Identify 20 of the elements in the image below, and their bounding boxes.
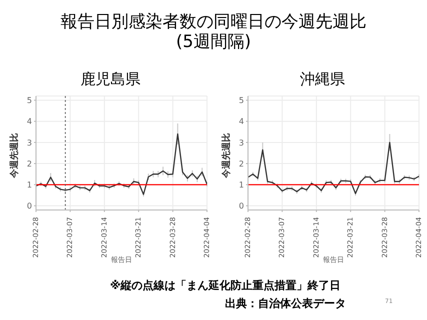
- y-tick-label: 5: [26, 96, 32, 106]
- y-axis-title: 今週先週比: [221, 133, 232, 179]
- source-note: 出典：自治体公表データ: [225, 296, 346, 311]
- y-tick-label: 1: [238, 180, 244, 190]
- y-tick-label: 4: [238, 117, 244, 126]
- y-tick-label: 0: [26, 202, 32, 211]
- y-tick-label: 2: [26, 159, 32, 168]
- y-tick-label: 4: [26, 117, 32, 126]
- y-tick-label: 1: [26, 180, 32, 190]
- y-tick-label: 5: [238, 96, 244, 106]
- text: 報告日別感染者数の同曜日の今週先週比: [60, 12, 368, 32]
- y-tick-label: 2: [238, 159, 244, 168]
- y-tick-label: 3: [26, 138, 32, 148]
- text: (5週間隔): [174, 32, 252, 52]
- chart-title: 沖縄県: [299, 70, 346, 90]
- text: ※縦の点線は「まん延化防止重点措置」終了日: [110, 278, 341, 293]
- y-tick-label: 0: [238, 202, 244, 211]
- chart-title: 鹿児島県: [80, 70, 142, 90]
- y-tick-label: 3: [238, 138, 244, 148]
- y-axis-title: 今週先週比: [9, 133, 20, 179]
